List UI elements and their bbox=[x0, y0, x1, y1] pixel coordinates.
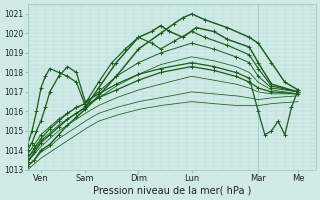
X-axis label: Pression niveau de la mer( hPa ): Pression niveau de la mer( hPa ) bbox=[92, 186, 251, 196]
